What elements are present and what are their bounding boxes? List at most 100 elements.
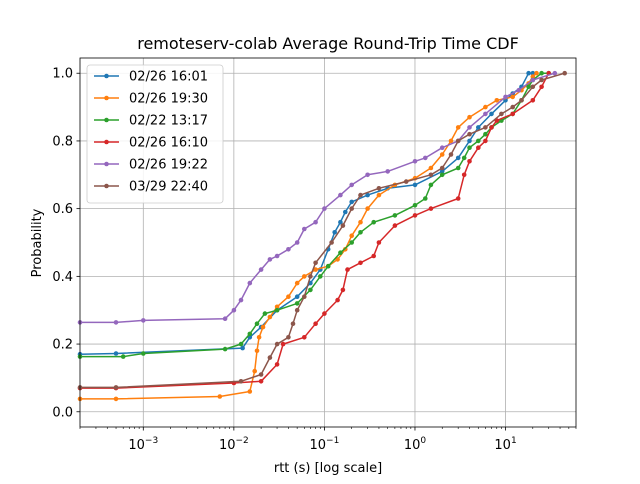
legend-item: 02/26 19:30 [94,92,208,107]
x-tick-label: 10−1 [310,436,340,453]
data-point [439,172,445,178]
data-point [258,379,264,384]
y-tick-label: 0.8 [52,134,73,149]
data-point [274,307,280,313]
data-point [274,341,280,347]
data-point [365,206,370,211]
data-point [294,240,300,245]
data-point [392,223,398,228]
y-axis-label: Probability [30,208,45,277]
data-point [258,267,264,272]
data-point [483,138,488,144]
y-tick-label: 0.2 [52,338,73,353]
data-point [240,345,245,351]
data-point [254,348,260,354]
data-point [322,206,327,211]
data-point [280,341,286,347]
series-2 [77,70,539,402]
data-point [322,311,327,316]
data-point [349,182,355,188]
data-point [335,257,340,262]
data-point [499,111,504,117]
data-point [371,253,377,259]
data-point [423,196,428,201]
data-point [365,172,370,178]
data-point [247,280,253,286]
data-point [439,169,445,174]
data-point [448,138,454,144]
legend-item: 02/26 19:22 [94,158,208,173]
data-point [428,165,434,171]
data-point [455,155,461,161]
legend-label: 02/26 19:30 [129,92,208,107]
data-point [428,182,434,188]
axis-ticks: 0.0 0.2 0.4 0.6 0.8 1.0 10−3 10−2 10−1 100 101 [52,67,577,453]
legend-label: 02/26 19:22 [129,158,208,173]
series-6 [77,70,567,390]
legend-marker [104,139,109,145]
data-point [516,87,522,93]
data-point [526,84,531,90]
data-point [302,226,307,232]
data-point [335,297,340,303]
data-point [530,84,536,90]
data-point [530,98,536,103]
data-point [376,186,382,191]
data-point [254,321,260,327]
data-point [503,94,508,100]
data-point [483,125,488,130]
data-point [483,131,488,137]
data-point [455,125,461,130]
data-point [260,324,266,330]
data-point [329,240,334,245]
data-point [294,280,300,286]
legend-box [86,64,224,204]
data-point [412,159,418,164]
data-point [274,362,280,367]
data-point [313,267,318,272]
data-point [526,70,531,76]
data-point [489,111,494,117]
data-point [467,159,472,164]
data-point [238,379,244,384]
data-point [519,98,524,103]
data-point [358,260,363,266]
data-point [113,396,119,402]
legend-marker [104,183,109,189]
data-point [562,70,567,76]
data-point [510,111,515,117]
data-point [365,192,370,198]
data-point [534,70,539,76]
data-point [294,301,300,306]
series-5 [77,70,558,325]
data-point [455,196,461,201]
data-point [252,368,257,374]
data-point [141,318,146,323]
plot-area [79,57,577,428]
data-point [461,155,467,161]
data-point [313,260,318,266]
data-point [222,346,228,352]
legend-item: 02/22 13:17 [94,114,208,129]
data-point [467,114,472,120]
data-point [141,351,146,356]
data-point [247,331,253,337]
data-point [274,304,280,310]
data-point [439,145,445,150]
data-point [483,111,488,117]
data-point [494,98,500,103]
data-point [539,70,544,76]
data-point [461,172,467,178]
data-point [476,138,481,144]
data-point [467,145,472,150]
data-point [455,138,461,144]
y-tick-label: 0.0 [52,405,73,420]
x-tick-label: 10−3 [128,436,158,453]
data-point [338,250,343,255]
data-point [510,94,515,100]
data-point [467,131,472,137]
data-point [120,354,126,359]
data-point [349,233,355,238]
legend-item: 03/29 22:40 [94,180,208,195]
y-tick-label: 0.6 [52,202,73,217]
